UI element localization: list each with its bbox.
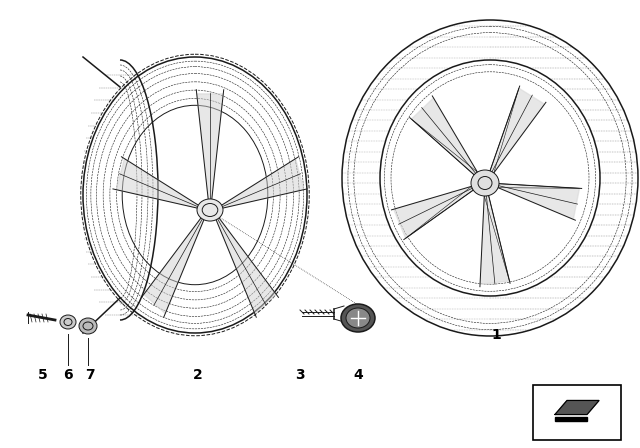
- Ellipse shape: [197, 199, 223, 221]
- Polygon shape: [555, 401, 599, 414]
- Text: 3: 3: [295, 368, 305, 382]
- Polygon shape: [144, 218, 204, 314]
- Polygon shape: [216, 218, 276, 314]
- Text: 1: 1: [491, 328, 501, 342]
- Text: 7: 7: [85, 368, 95, 382]
- Polygon shape: [116, 159, 198, 208]
- Bar: [533, 385, 621, 440]
- Ellipse shape: [79, 318, 97, 334]
- Text: 5: 5: [38, 368, 48, 382]
- Polygon shape: [412, 98, 477, 175]
- Polygon shape: [394, 186, 473, 238]
- Ellipse shape: [346, 308, 370, 328]
- Ellipse shape: [341, 304, 375, 332]
- Polygon shape: [480, 196, 509, 284]
- Text: 2: 2: [193, 368, 203, 382]
- Polygon shape: [498, 184, 579, 220]
- Polygon shape: [221, 159, 304, 208]
- Polygon shape: [555, 418, 587, 422]
- Text: 6: 6: [63, 368, 73, 382]
- Ellipse shape: [60, 315, 76, 329]
- Text: 4: 4: [353, 368, 363, 382]
- Polygon shape: [490, 88, 545, 173]
- Ellipse shape: [380, 60, 600, 296]
- Polygon shape: [196, 94, 223, 199]
- Ellipse shape: [471, 170, 499, 196]
